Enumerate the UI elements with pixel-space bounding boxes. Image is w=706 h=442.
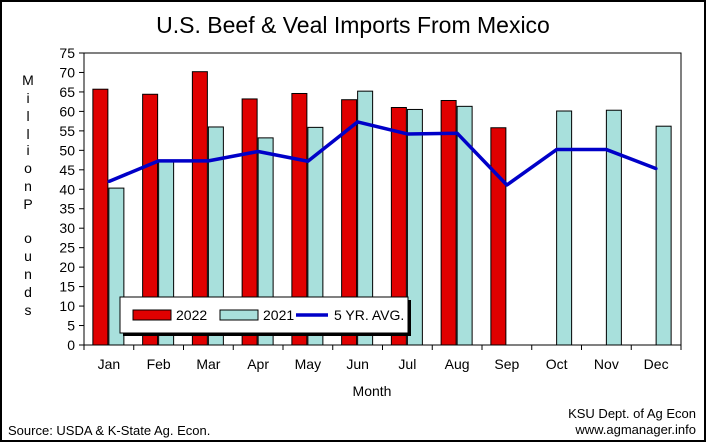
line-point	[654, 167, 658, 171]
y-tick-label: 65	[59, 84, 75, 100]
y-axis-label-char: l	[26, 126, 30, 142]
y-tick-label: 55	[59, 123, 75, 139]
credit-line-2: www.agmanager.info	[575, 422, 696, 437]
y-axis-label-char: M	[22, 72, 34, 88]
y-tick-label: 70	[59, 64, 75, 80]
x-tick-label: Jul	[398, 356, 416, 372]
bar-2021-apr	[257, 137, 274, 346]
y-tick-label: 50	[59, 142, 75, 158]
y-tick-label: 10	[59, 298, 75, 314]
line-point	[206, 159, 210, 163]
y-axis-label-char: s	[24, 302, 32, 318]
x-tick-label: Jun	[346, 356, 369, 372]
y-axis-label-char: n	[24, 266, 32, 282]
bar-2022-jul	[390, 107, 407, 346]
line-point	[306, 159, 310, 163]
line-point	[256, 150, 260, 154]
line-point	[555, 148, 559, 152]
legend-label: 2021	[263, 307, 294, 323]
bar-2021-dec	[655, 125, 672, 346]
y-tick-label: 20	[59, 259, 75, 275]
x-axis-label: Month	[352, 383, 392, 399]
bar-2022-aug	[440, 99, 457, 346]
source-note: Source: USDA & K-State Ag. Econ.	[8, 423, 211, 438]
bar-2021-may	[307, 126, 324, 346]
x-tick-label: Apr	[247, 356, 269, 372]
y-tick-label: 45	[59, 162, 75, 178]
x-tick-label: Oct	[546, 356, 568, 372]
chart-title: U.S. Beef & Veal Imports From Mexico	[156, 12, 550, 38]
x-tick-label: Jan	[98, 356, 121, 372]
line-point	[505, 183, 509, 187]
x-tick-label: Dec	[644, 356, 669, 372]
line-point	[356, 120, 360, 124]
y-axis-label-char: P	[23, 196, 33, 212]
x-tick-label: Nov	[594, 356, 619, 372]
y-tick-label: 25	[59, 240, 75, 256]
bar-2022-may	[291, 92, 308, 346]
y-tick-label: 40	[59, 181, 75, 197]
bar-2022-mar	[191, 71, 208, 346]
bar-2022-jun	[341, 99, 358, 346]
y-axis-label-char: u	[24, 248, 32, 264]
y-axis-label-char: l	[26, 108, 30, 124]
y-tick-label: 0	[67, 337, 75, 353]
legend-swatch-2021	[219, 309, 259, 321]
y-axis-label-char: o	[24, 230, 32, 246]
y-tick-label: 30	[59, 220, 75, 236]
y-tick-label: 15	[59, 279, 75, 295]
bar-2022-apr	[241, 98, 258, 346]
bar-2021-mar	[207, 126, 224, 346]
line-point	[157, 159, 161, 163]
y-tick-label: 35	[59, 201, 75, 217]
bar-2021-nov	[605, 109, 622, 346]
bar-2022-feb	[142, 93, 159, 346]
bar-2021-jul	[406, 108, 423, 346]
bar-2021-oct	[556, 110, 573, 346]
plot-area	[83, 52, 682, 346]
line-point	[107, 179, 111, 183]
bar-2021-jun	[357, 90, 374, 346]
line-point	[604, 148, 608, 152]
x-tick-label: Aug	[445, 356, 470, 372]
line-point	[405, 132, 409, 136]
y-tick-label: 75	[59, 45, 75, 61]
y-axis-label-char: o	[24, 160, 32, 176]
x-tick-label: May	[295, 356, 321, 372]
bar-2021-aug	[456, 105, 473, 346]
credit-note: KSU Dept. of Ag Econ www.agmanager.info	[568, 406, 696, 438]
bar-2022-jan	[92, 88, 109, 346]
y-axis-label-char: d	[24, 284, 32, 300]
y-axis-label-char: i	[26, 142, 30, 158]
credit-line-1: KSU Dept. of Ag Econ	[568, 406, 696, 421]
legend-swatch-2022	[132, 309, 172, 321]
x-tick-label: Mar	[196, 356, 220, 372]
legend-label: 2022	[176, 307, 207, 323]
y-axis-label-char: i	[26, 90, 30, 106]
x-tick-label: Sep	[494, 356, 519, 372]
legend-label: 5 YR. AVG.	[334, 307, 404, 323]
y-tick-label: 60	[59, 103, 75, 119]
y-tick-label: 5	[67, 318, 75, 334]
line-point	[455, 131, 459, 135]
series-line-5yr-avg	[108, 120, 657, 187]
x-tick-label: Feb	[147, 356, 171, 372]
bar-2022-sep	[490, 127, 507, 346]
y-axis-label-char: n	[24, 178, 32, 194]
